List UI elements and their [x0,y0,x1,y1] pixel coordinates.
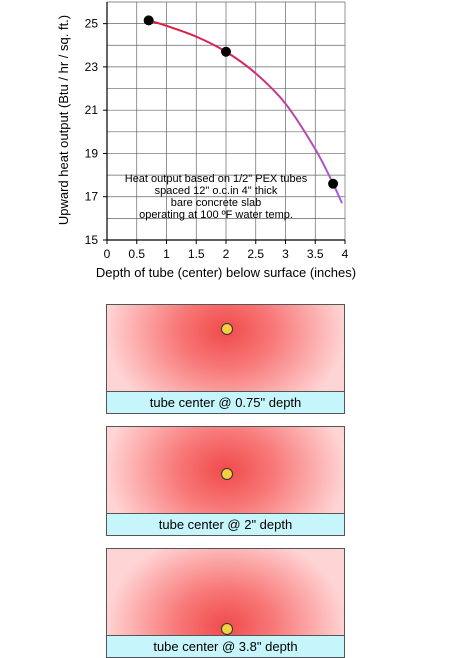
panel-caption: tube center @ 3.8" depth [107,635,344,657]
tube-marker [221,323,233,335]
heat-output-curve [148,19,343,204]
y-axis-label: Upward heat output (Btu / hr / sq. ft.) [56,15,71,225]
y-tick-label: 17 [85,190,99,204]
x-tick-label: 2 [223,247,230,261]
annotation-line-4: operating at 100 ºF water temp. [139,209,293,221]
y-tick-label: 23 [85,60,99,74]
x-tick-label: 3 [282,247,289,261]
y-tick-label: 25 [85,17,99,31]
annotation-line-3: bare concrete slab [171,197,262,209]
x-tick-label: 2.5 [247,247,264,261]
slab-heat-map [107,305,344,391]
slab-panel-middle: tube center @ 2" depth [106,426,345,536]
x-tick-label: 0 [104,247,111,261]
y-tick-label: 15 [85,233,99,247]
x-tick-label: 1 [163,247,170,261]
x-tick-label: 1.5 [188,247,205,261]
heat-output-chart: 0 0.5 1 1.5 2 2.5 3 3.5 4 15 17 19 21 23 25 Depth of t… [56,1,356,280]
y-tick-label: 19 [85,146,99,160]
annotation-line-1: Heat output based on 1/2" PEX tubes [125,173,308,185]
x-tick-label: 4 [342,247,349,261]
slab-panel-shallow: tube center @ 0.75" depth [106,304,345,414]
data-point [221,46,231,57]
y-tick-label: 21 [85,103,99,117]
tube-marker [221,623,233,635]
x-tick-label: 0.5 [128,247,145,261]
x-axis-label: Depth of tube (center) below surface (in… [96,265,356,280]
panel-caption: tube center @ 2" depth [107,513,344,535]
panel-caption: tube center @ 0.75" depth [107,391,344,413]
slab-panel-deep: tube center @ 3.8" depth [106,548,345,658]
chart-annotation: Heat output based on 1/2" PEX tubes spac… [125,173,308,221]
data-point [328,178,339,189]
data-point [143,15,154,26]
slab-heat-map [107,549,344,635]
annotation-line-2: spaced 12" o.c.in 4" thick [155,185,278,197]
x-tick-label: 3.5 [307,247,324,261]
tube-marker [221,468,233,480]
